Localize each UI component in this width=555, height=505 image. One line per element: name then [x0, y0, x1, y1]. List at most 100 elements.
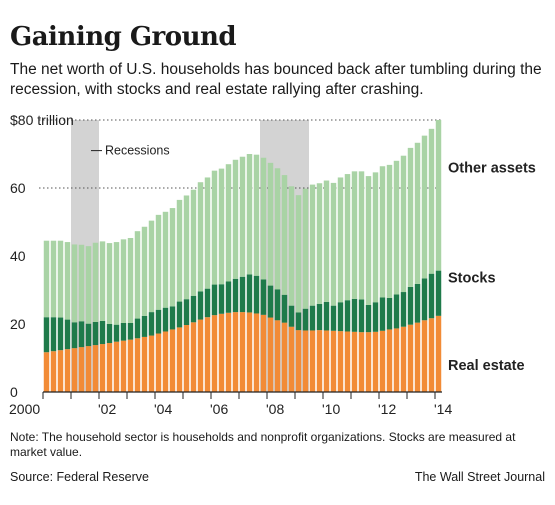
- bar-real-estate: [260, 314, 267, 392]
- bar-other-assets: [232, 159, 239, 279]
- bar-other-assets: [120, 239, 127, 323]
- bar-stocks: [239, 276, 246, 313]
- bar-other-assets: [260, 157, 267, 280]
- bar-other-assets: [267, 162, 274, 286]
- bar-stocks: [57, 317, 64, 351]
- bar-real-estate: [141, 336, 148, 392]
- bar-other-assets: [407, 147, 414, 287]
- bar-other-assets: [288, 186, 295, 306]
- x-tick-label: '04: [154, 401, 172, 417]
- bars: [43, 120, 442, 392]
- bar-real-estate: [421, 320, 428, 392]
- bar-real-estate: [71, 348, 78, 392]
- bar-stocks: [120, 322, 127, 341]
- y-tick-label: $80 trillion: [10, 112, 74, 128]
- bar-stocks: [400, 292, 407, 327]
- bar-other-assets: [148, 220, 155, 313]
- bar-other-assets: [134, 231, 141, 319]
- bar-stocks: [372, 302, 379, 332]
- bar-stocks: [190, 295, 197, 323]
- bar-other-assets: [183, 195, 190, 300]
- bar-stocks: [218, 284, 225, 314]
- x-tick-label: '06: [210, 401, 228, 417]
- bar-stocks: [358, 299, 365, 333]
- bar-stocks: [309, 305, 316, 331]
- bar-stocks: [197, 291, 204, 320]
- bar-real-estate: [85, 346, 92, 392]
- bar-stocks: [141, 315, 148, 337]
- bar-stocks: [43, 317, 50, 353]
- bar-real-estate: [106, 343, 113, 392]
- bar-stocks: [435, 270, 442, 316]
- y-tick-label: 0: [10, 384, 18, 400]
- bar-stocks: [281, 294, 288, 323]
- bar-real-estate: [99, 344, 106, 392]
- bar-real-estate: [365, 332, 372, 392]
- bar-other-assets: [218, 168, 225, 285]
- bar-other-assets: [99, 241, 106, 321]
- bar-real-estate: [379, 330, 386, 392]
- bar-stocks: [428, 273, 435, 319]
- bar-real-estate: [337, 331, 344, 392]
- bar-other-assets: [225, 164, 232, 282]
- bar-stocks: [337, 302, 344, 332]
- bar-other-assets: [197, 182, 204, 292]
- bar-real-estate: [176, 327, 183, 392]
- bar-other-assets: [372, 172, 379, 303]
- bar-real-estate: [358, 332, 365, 392]
- bar-real-estate: [197, 319, 204, 392]
- bar-other-assets: [302, 188, 309, 309]
- bar-other-assets: [113, 242, 120, 325]
- footnote: Note: The household sector is households…: [10, 430, 516, 459]
- recession-label: Recessions: [105, 144, 170, 158]
- bar-real-estate: [253, 313, 260, 392]
- bar-real-estate: [281, 322, 288, 392]
- x-tick-label: '12: [378, 401, 396, 417]
- bar-stocks: [106, 324, 113, 344]
- bar-real-estate: [435, 315, 442, 392]
- bar-other-assets: [323, 180, 330, 302]
- series-label-stocks: Stocks: [448, 270, 496, 286]
- bar-other-assets: [295, 195, 302, 313]
- bar-other-assets: [414, 142, 421, 284]
- series-labels: Other assets Stocks Real estate: [448, 161, 536, 374]
- bar-real-estate: [169, 329, 176, 392]
- bar-other-assets: [78, 244, 85, 322]
- bar-other-assets: [162, 211, 169, 308]
- bar-stocks: [85, 323, 92, 347]
- bar-real-estate: [239, 312, 246, 392]
- x-tick-labels: 2000 '02 '04 '06 '08 '10 '12 '14: [9, 401, 452, 417]
- bar-real-estate: [218, 313, 225, 392]
- x-tick-label: '10: [322, 401, 340, 417]
- bar-other-assets: [127, 237, 134, 323]
- axes: [42, 391, 442, 399]
- bar-other-assets: [92, 242, 99, 322]
- bar-stocks: [365, 304, 372, 333]
- x-tick-label: '02: [98, 401, 116, 417]
- x-tick-label: '08: [266, 401, 284, 417]
- y-tick-label: 60: [10, 180, 26, 196]
- bar-stocks: [176, 301, 183, 328]
- bar-real-estate: [57, 350, 64, 392]
- bar-stocks: [92, 321, 99, 346]
- bar-stocks: [232, 278, 239, 313]
- bar-stocks: [127, 322, 134, 340]
- bar-other-assets: [155, 214, 162, 310]
- bar-real-estate: [428, 318, 435, 392]
- bar-stocks: [379, 297, 386, 331]
- series-label-other-assets: Other assets: [448, 161, 536, 177]
- bar-real-estate: [120, 340, 127, 392]
- bar-stocks: [274, 289, 281, 321]
- bar-stocks: [421, 278, 428, 321]
- chart-subtitle: The net worth of U.S. households has bou…: [10, 61, 542, 98]
- bar-real-estate: [323, 330, 330, 392]
- bar-other-assets: [316, 183, 323, 304]
- bar-stocks: [316, 303, 323, 331]
- bar-real-estate: [155, 333, 162, 392]
- bar-stocks: [393, 294, 400, 329]
- bar-other-assets: [246, 154, 253, 275]
- bar-real-estate: [288, 326, 295, 392]
- bar-other-assets: [344, 174, 351, 301]
- bar-real-estate: [50, 351, 57, 392]
- bar-other-assets: [190, 189, 197, 296]
